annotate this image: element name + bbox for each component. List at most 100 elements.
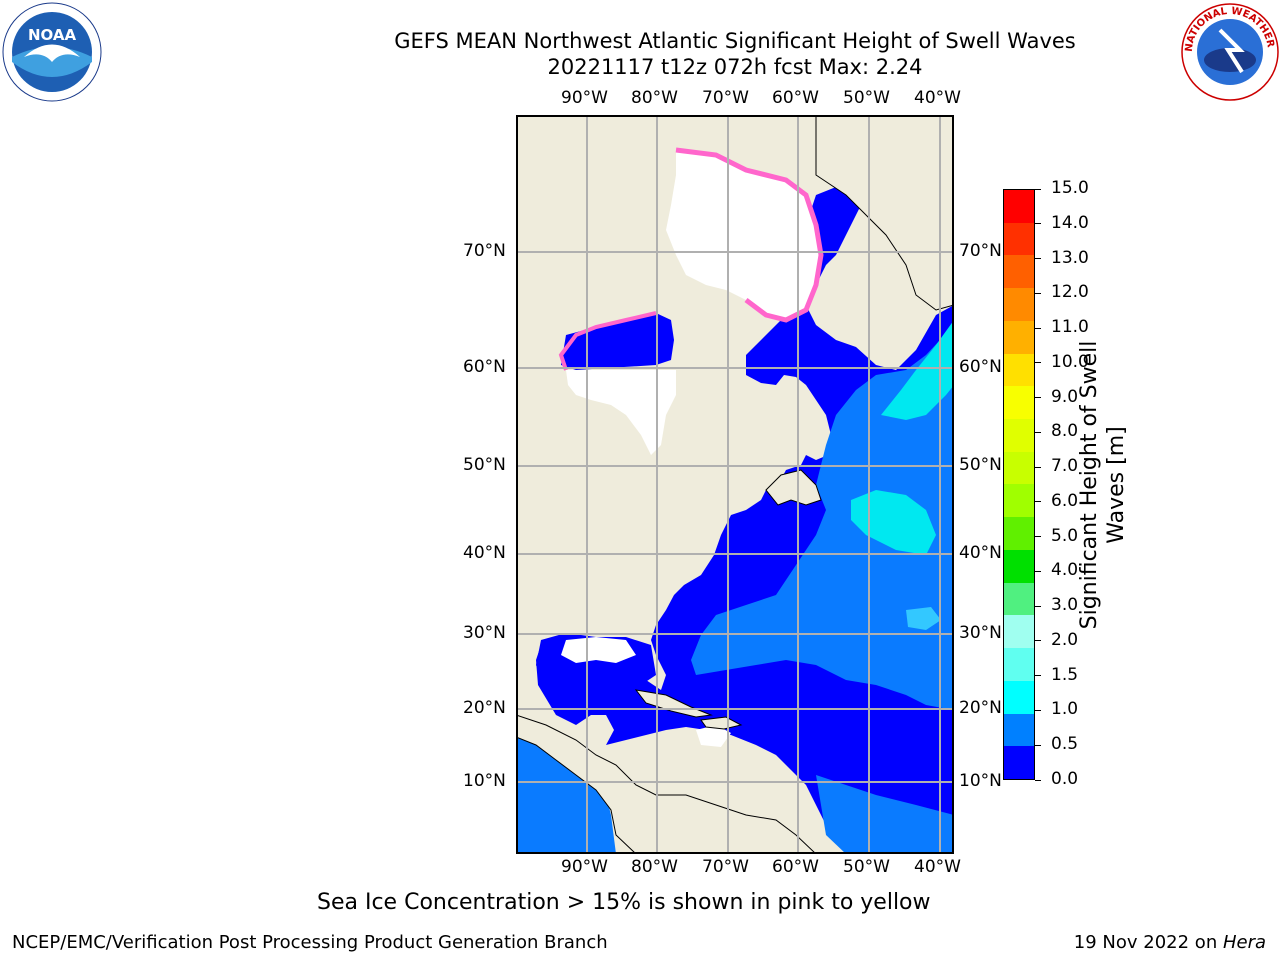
lat-tick-left-3: 40°N bbox=[463, 543, 506, 563]
colorbar-tick-mark-16 bbox=[1035, 744, 1041, 746]
colorbar-tick-mark-15 bbox=[1035, 709, 1041, 711]
lat-tick-right-0: 70°N bbox=[959, 241, 1002, 261]
colorbar-band-4 bbox=[1004, 320, 1034, 354]
lat-tick-left-4: 30°N bbox=[463, 623, 506, 643]
colorbar-tick-mark-5 bbox=[1035, 362, 1041, 364]
cuba bbox=[634, 689, 713, 718]
colorbar-tick-label-8: 7.0 bbox=[1051, 456, 1079, 477]
colorbar-tick-label-11: 4.0 bbox=[1051, 560, 1079, 581]
ocean-cyan-patch bbox=[906, 607, 941, 630]
hudson-bay bbox=[561, 313, 674, 370]
map-subtitle: 20221117 t12z 072h fcst Max: 2.24 bbox=[0, 54, 1280, 80]
colorbar-band-12 bbox=[1004, 582, 1034, 616]
colorbar-band-1 bbox=[1004, 222, 1034, 256]
colorbar-tick-mark-7 bbox=[1035, 431, 1041, 433]
colorbar-tick-label-10: 5.0 bbox=[1051, 525, 1079, 546]
newfoundland bbox=[765, 469, 822, 506]
colorbar-tick-mark-3 bbox=[1035, 292, 1041, 294]
lat-tick-right-2: 50°N bbox=[959, 455, 1002, 475]
central-america bbox=[515, 714, 818, 855]
colorbar-band-6 bbox=[1004, 386, 1034, 420]
lon-tick-top-4: 50°W bbox=[843, 88, 890, 108]
arctic-white bbox=[666, 150, 821, 320]
colorbar-band-9 bbox=[1004, 484, 1034, 518]
colorbar-band-11 bbox=[1004, 549, 1034, 583]
lon-tick-bottom-5: 40°W bbox=[914, 857, 961, 877]
colorbar-tick-mark-1 bbox=[1035, 223, 1041, 225]
colorbar-tick-label-15: 1.0 bbox=[1051, 699, 1079, 720]
noaa-logo-text: NOAA bbox=[28, 26, 77, 44]
colorbar-tick-mark-0 bbox=[1035, 188, 1041, 190]
ocean-cyan-mid bbox=[851, 490, 936, 555]
lat-tick-right-6: 10°N bbox=[959, 771, 1002, 791]
lon-tick-top-5: 40°W bbox=[914, 88, 961, 108]
gridlines bbox=[516, 115, 954, 854]
ocean-cyan-north bbox=[881, 320, 954, 420]
colorbar-tick-label-17: 0.0 bbox=[1051, 769, 1079, 789]
colorbar-tick-mark-10 bbox=[1035, 536, 1041, 538]
map-canvas bbox=[515, 114, 955, 855]
footer-left: NCEP/EMC/Verification Post Processing Pr… bbox=[12, 932, 608, 953]
lat-tick-right-3: 40°N bbox=[959, 543, 1002, 563]
map-title: GEFS MEAN Northwest Atlantic Significant… bbox=[0, 28, 1280, 54]
colorbar-tick-mark-6 bbox=[1035, 397, 1041, 399]
colorbar-band-8 bbox=[1004, 451, 1034, 485]
colorbar-tick-mark-12 bbox=[1035, 605, 1041, 607]
colorbar-label-line2: Waves [m] bbox=[1104, 426, 1129, 544]
colorbar-tick-label-7: 8.0 bbox=[1051, 421, 1079, 442]
footer-date: 19 Nov 2022 on bbox=[1073, 932, 1223, 953]
lon-tick-top-0: 90°W bbox=[561, 88, 608, 108]
colorbar-tick-mark-17 bbox=[1035, 779, 1041, 781]
colorbar-tick-label-16: 0.5 bbox=[1051, 734, 1079, 755]
lat-tick-right-5: 20°N bbox=[959, 698, 1002, 718]
lat-tick-left-1: 60°N bbox=[463, 357, 506, 377]
lon-tick-top-3: 60°W bbox=[772, 88, 819, 108]
nws-logo: NATIONAL WEATHER SERVICE bbox=[1176, 0, 1280, 102]
footer-right: 19 Nov 2022 on Hera bbox=[1074, 932, 1266, 953]
lat-tick-left-6: 10°N bbox=[463, 771, 506, 791]
colorbar-tick-label-2: 13.0 bbox=[1051, 247, 1089, 268]
colorbar-band-14 bbox=[1004, 648, 1034, 681]
colorbar-tick-label-9: 6.0 bbox=[1051, 490, 1079, 511]
colorbar-tick-label-1: 14.0 bbox=[1051, 212, 1089, 233]
lon-tick-bottom-3: 60°W bbox=[772, 857, 819, 877]
colorbar-tick-label-5: 10.0 bbox=[1051, 351, 1089, 372]
colorbar-tick-mark-2 bbox=[1035, 258, 1041, 260]
colorbar-tick-label-6: 9.0 bbox=[1051, 386, 1079, 407]
gulf-white bbox=[561, 637, 636, 663]
colorbar-tick-label-0: 15.0 bbox=[1051, 178, 1089, 198]
footer-host: Hera bbox=[1222, 932, 1266, 953]
ocean-mid-south bbox=[816, 775, 954, 854]
lon-tick-bottom-4: 50°W bbox=[843, 857, 890, 877]
lon-tick-top-1: 80°W bbox=[631, 88, 678, 108]
lat-tick-right-4: 30°N bbox=[959, 623, 1002, 643]
colorbar-tick-mark-4 bbox=[1035, 327, 1041, 329]
colorbar-tick-mark-14 bbox=[1035, 675, 1041, 677]
ocean-mid-pacific bbox=[516, 735, 616, 854]
land-white-quebec bbox=[566, 370, 676, 455]
colorbar-tick-label-13: 2.0 bbox=[1051, 629, 1079, 650]
colorbar-band-13 bbox=[1004, 615, 1034, 649]
lat-tick-left-0: 70°N bbox=[463, 241, 506, 261]
colorbar-label-line1: Significant Height of Swell bbox=[1077, 340, 1102, 630]
hispaniola bbox=[700, 716, 743, 730]
noaa-logo: NOAA bbox=[2, 2, 102, 102]
ocean-mid bbox=[691, 325, 954, 710]
colorbar-tick-label-3: 12.0 bbox=[1051, 282, 1089, 303]
colorbar-band-3 bbox=[1004, 288, 1034, 321]
ocean-deep bbox=[536, 185, 954, 853]
colorbar-tick-mark-9 bbox=[1035, 501, 1041, 503]
colorbar-tick-mark-13 bbox=[1035, 640, 1041, 642]
colorbar-band-15 bbox=[1004, 680, 1034, 714]
map-panel bbox=[515, 114, 955, 855]
colorbar-band-10 bbox=[1004, 517, 1034, 550]
lon-tick-bottom-2: 70°W bbox=[702, 857, 749, 877]
colorbar-band-16 bbox=[1004, 713, 1034, 747]
colorbar-tick-label-12: 3.0 bbox=[1051, 595, 1079, 616]
colorbar bbox=[1003, 189, 1035, 780]
lat-tick-left-2: 50°N bbox=[463, 455, 506, 475]
colorbar-bands bbox=[1004, 190, 1034, 779]
caribbean-white bbox=[696, 725, 731, 747]
colorbar-band-2 bbox=[1004, 255, 1034, 289]
lat-tick-right-1: 60°N bbox=[959, 357, 1002, 377]
